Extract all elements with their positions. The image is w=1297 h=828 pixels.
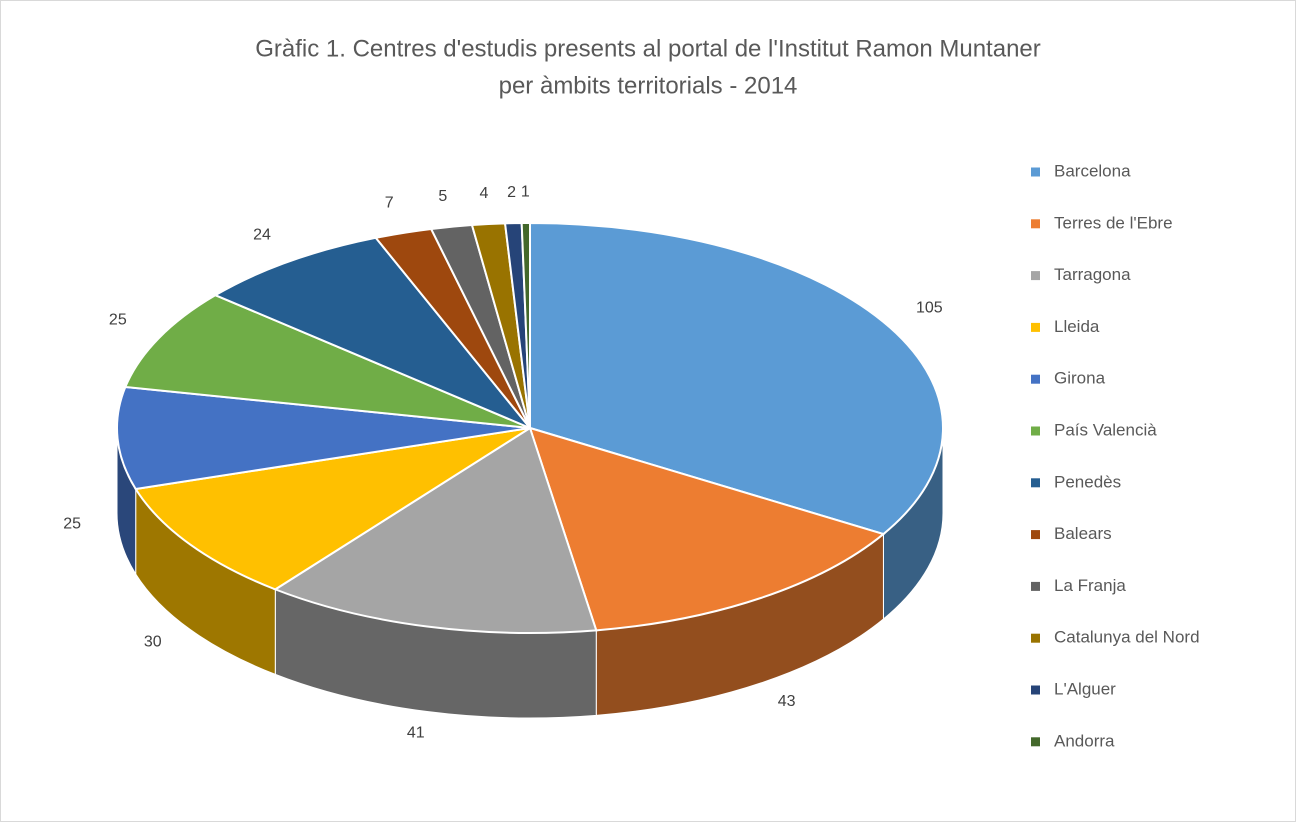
data-label: 25 bbox=[109, 312, 127, 329]
legend-label: Catalunya del Nord bbox=[1054, 628, 1200, 647]
data-label: 25 bbox=[63, 516, 81, 533]
legend-swatch bbox=[1031, 633, 1040, 643]
data-label: 4 bbox=[479, 185, 488, 202]
legend-swatch bbox=[1031, 737, 1040, 747]
legend-swatch bbox=[1031, 426, 1040, 436]
data-label: 41 bbox=[407, 725, 425, 742]
legend-label: Girona bbox=[1054, 369, 1106, 388]
slice bbox=[213, 236, 531, 429]
legend-swatch bbox=[1031, 581, 1040, 591]
legend-swatch bbox=[1031, 530, 1040, 540]
slice bbox=[520, 221, 531, 429]
legend-label: L'Alguer bbox=[1054, 679, 1116, 698]
data-label: 24 bbox=[253, 227, 271, 244]
legend-label: Penedès bbox=[1054, 472, 1121, 491]
slice bbox=[528, 426, 886, 632]
chart-title: Gràfic 1. Centres d'estudis presents al … bbox=[255, 35, 1041, 62]
legend-label: Barcelona bbox=[1054, 161, 1131, 180]
data-label: 7 bbox=[385, 195, 394, 212]
data-label: 105 bbox=[916, 299, 943, 316]
legend-swatch bbox=[1031, 322, 1040, 332]
legend-swatch bbox=[1031, 271, 1040, 281]
legend-swatch bbox=[1031, 685, 1040, 695]
data-label: 1 bbox=[521, 184, 530, 201]
chart-title: per àmbits territorials - 2014 bbox=[499, 72, 798, 99]
legend-label: La Franja bbox=[1054, 576, 1126, 595]
data-label: 30 bbox=[144, 633, 162, 650]
legend-swatch bbox=[1031, 219, 1040, 229]
data-label: 5 bbox=[438, 188, 447, 205]
legend-label: País Valencià bbox=[1054, 420, 1157, 439]
slice bbox=[529, 221, 944, 536]
data-label: 2 bbox=[507, 184, 516, 201]
legend-label: Lleida bbox=[1054, 317, 1100, 336]
legend-swatch bbox=[1031, 167, 1040, 177]
slice bbox=[123, 294, 531, 429]
legend-swatch bbox=[1031, 478, 1040, 488]
legend-label: Balears bbox=[1054, 524, 1112, 543]
slice bbox=[116, 385, 531, 491]
data-label: 43 bbox=[778, 693, 796, 710]
legend-label: Andorra bbox=[1054, 731, 1115, 750]
slice bbox=[273, 426, 598, 634]
legend-label: Tarragona bbox=[1054, 265, 1131, 284]
slice bbox=[134, 427, 531, 591]
legend-label: Terres de l'Ebre bbox=[1054, 213, 1173, 232]
legend-swatch bbox=[1031, 374, 1040, 384]
